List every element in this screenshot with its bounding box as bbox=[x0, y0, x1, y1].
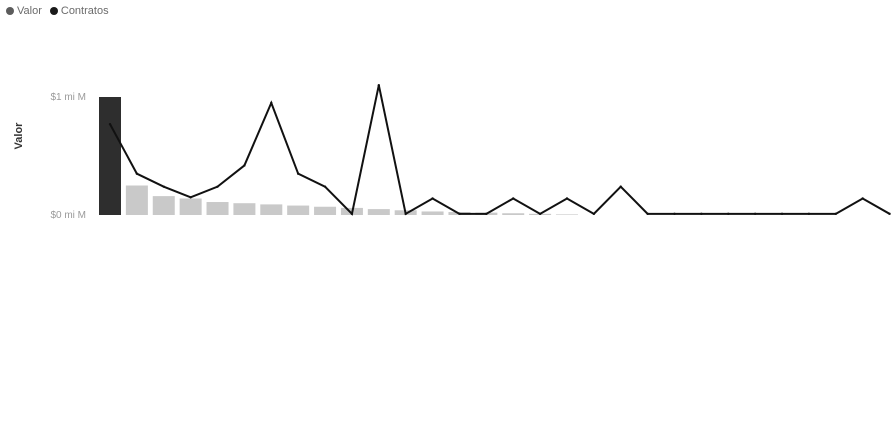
line-point-contratos[interactable] bbox=[404, 212, 407, 216]
line-point-contratos[interactable] bbox=[458, 212, 461, 216]
legend-item-contratos[interactable]: Contratos bbox=[49, 5, 109, 17]
line-point-contratos[interactable] bbox=[753, 212, 757, 216]
line-point-contratos[interactable] bbox=[780, 212, 784, 216]
line-point-contratos[interactable] bbox=[727, 212, 730, 216]
y-axis-ticks: $0 mi M $1 mi M bbox=[50, 92, 86, 221]
line-point-contratos[interactable] bbox=[350, 212, 354, 216]
line-point-contratos[interactable] bbox=[646, 212, 649, 216]
line-point-contratos[interactable] bbox=[700, 212, 703, 216]
line-point-contratos[interactable] bbox=[216, 185, 219, 188]
line-point-contratos[interactable] bbox=[834, 212, 837, 216]
line-point-contratos[interactable] bbox=[431, 197, 434, 200]
chart-legend: Valor Contratos bbox=[6, 5, 109, 17]
bar-valor[interactable] bbox=[287, 205, 310, 215]
bar-valor[interactable] bbox=[367, 209, 390, 215]
line-point-contratos[interactable] bbox=[377, 84, 381, 87]
line-series bbox=[108, 84, 891, 216]
line-point-contratos[interactable] bbox=[243, 164, 246, 167]
legend-label-contratos: Contratos bbox=[60, 5, 109, 17]
bar-valor[interactable] bbox=[233, 203, 256, 215]
line-point-contratos[interactable] bbox=[135, 172, 139, 175]
bar-valor[interactable] bbox=[314, 206, 337, 215]
bar-valor[interactable] bbox=[502, 213, 525, 215]
line-point-contratos[interactable] bbox=[565, 197, 569, 200]
bar-valor[interactable] bbox=[99, 97, 121, 215]
bar-valor[interactable] bbox=[421, 211, 444, 215]
line-point-contratos[interactable] bbox=[592, 212, 596, 216]
line-contratos[interactable] bbox=[109, 84, 891, 216]
bar-series bbox=[99, 97, 578, 215]
line-point-contratos[interactable] bbox=[296, 172, 300, 175]
legend-item-valor[interactable]: Valor bbox=[6, 5, 42, 17]
line-point-contratos[interactable] bbox=[270, 101, 273, 105]
legend-swatch-contratos bbox=[49, 7, 58, 15]
line-point-contratos[interactable] bbox=[162, 185, 165, 188]
line-point-contratos[interactable] bbox=[861, 197, 864, 200]
legend-label-valor: Valor bbox=[17, 5, 42, 17]
y-tick-label: $0 mi M bbox=[50, 210, 86, 221]
y-axis-label: Valor bbox=[13, 122, 25, 150]
line-point-contratos[interactable] bbox=[323, 185, 327, 188]
bar-valor[interactable] bbox=[125, 185, 148, 216]
bar-valor[interactable] bbox=[152, 196, 175, 215]
y-tick-label: $1 mi M bbox=[50, 92, 86, 103]
line-point-contratos[interactable] bbox=[619, 185, 622, 188]
line-point-contratos[interactable] bbox=[189, 196, 192, 199]
bar-valor[interactable] bbox=[260, 204, 283, 215]
line-point-contratos[interactable] bbox=[512, 197, 515, 200]
line-point-contratos[interactable] bbox=[485, 212, 488, 216]
line-point-contratos[interactable] bbox=[807, 212, 811, 216]
line-point-contratos[interactable] bbox=[888, 212, 891, 216]
bar-valor[interactable] bbox=[179, 198, 202, 215]
bar-valor[interactable] bbox=[206, 202, 229, 215]
line-point-contratos[interactable] bbox=[538, 212, 542, 216]
line-point-contratos[interactable] bbox=[108, 122, 112, 126]
line-point-contratos[interactable] bbox=[673, 212, 676, 216]
legend-swatch-valor bbox=[6, 7, 14, 15]
bar-valor[interactable] bbox=[555, 214, 578, 215]
